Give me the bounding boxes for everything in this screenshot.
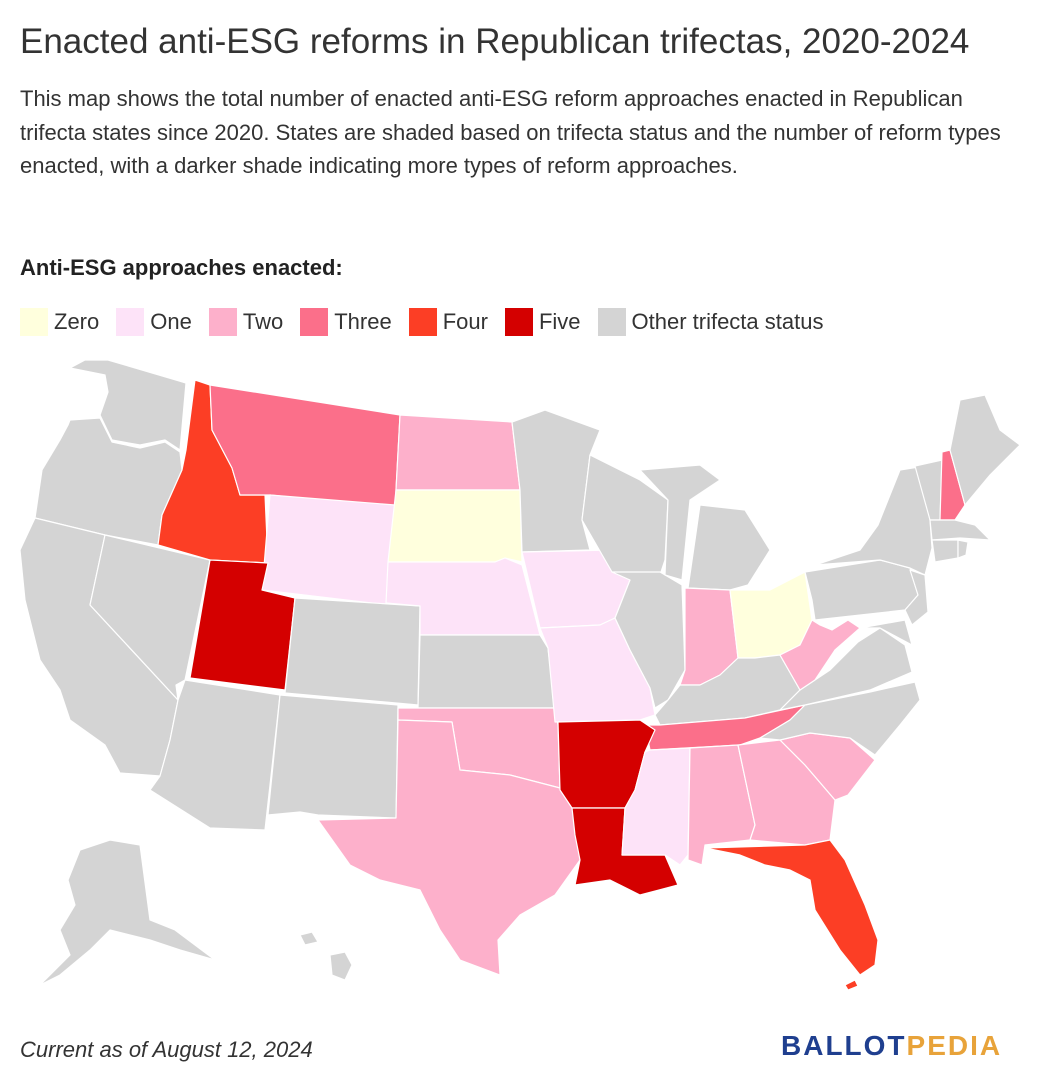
- state-rhode-island[interactable]: [957, 539, 969, 559]
- state-new-jersey[interactable]: [904, 569, 929, 626]
- state-wyoming[interactable]: [261, 494, 396, 606]
- map-description: This map shows the total number of enact…: [20, 86, 1001, 178]
- state-washington[interactable]: [69, 359, 187, 451]
- legend-swatch-other: [597, 308, 626, 336]
- legend-item-five: Five: [504, 308, 581, 336]
- state-colorado[interactable]: [284, 597, 421, 706]
- logo-part-ballot: BALLOT: [781, 1030, 907, 1061]
- legend-swatch-one: [116, 308, 145, 336]
- legend-label-other: Other trifecta status: [631, 309, 824, 334]
- legend-title: Anti-ESG approaches enacted:: [20, 255, 343, 280]
- legend-item-zero: Zero: [20, 308, 99, 336]
- ballotpedia-logo: BALLOTPEDIA: [781, 1030, 1002, 1062]
- state-wisconsin[interactable]: [581, 454, 669, 576]
- state-new-hampshire[interactable]: [939, 449, 966, 521]
- legend-swatch-two: [208, 308, 237, 336]
- legend-item-four: Four: [408, 308, 488, 336]
- legend-label-two: Two: [242, 309, 284, 334]
- state-maryland[interactable]: [859, 619, 913, 646]
- state-connecticut[interactable]: [931, 539, 959, 563]
- state-alaska[interactable]: [39, 839, 216, 986]
- legend-item-other: Other trifecta status: [597, 308, 824, 336]
- state-new-york[interactable]: [814, 465, 933, 576]
- state-texas[interactable]: [317, 719, 581, 976]
- state-hawaii[interactable]: [329, 951, 353, 981]
- legend: Zero One Two Three Four Five Other trife…: [20, 308, 840, 336]
- legend-label-three: Three: [334, 309, 392, 334]
- legend-swatch-three: [300, 308, 329, 336]
- logo-part-pedia: PEDIA: [906, 1030, 1003, 1061]
- state-michigan-lower[interactable]: [687, 504, 771, 591]
- us-map: [19, 359, 1021, 991]
- state-west-virginia[interactable]: [779, 619, 861, 691]
- state-missouri[interactable]: [539, 617, 656, 723]
- state-south-dakota[interactable]: [387, 489, 523, 563]
- state-montana[interactable]: [209, 384, 401, 509]
- state-illinois[interactable]: [611, 571, 686, 709]
- legend-item-three: Three: [300, 308, 392, 336]
- legend-swatch-four: [408, 308, 437, 336]
- state-north-carolina[interactable]: [759, 681, 921, 756]
- legend-label-five: Five: [538, 309, 581, 334]
- legend-label-four: Four: [442, 309, 488, 334]
- state-michigan[interactable]: [639, 464, 721, 581]
- state-maine[interactable]: [949, 394, 1021, 506]
- legend-swatch-zero: [20, 308, 48, 336]
- state-hawaii-islands[interactable]: [299, 931, 319, 946]
- state-north-dakota[interactable]: [395, 414, 521, 491]
- state-kansas[interactable]: [417, 634, 556, 709]
- legend-label-one: One: [150, 309, 192, 334]
- legend-swatch-five: [504, 308, 533, 336]
- current-as-of-note: Current as of August 12, 2024: [20, 1037, 313, 1062]
- legend-item-one: One: [116, 308, 192, 336]
- map-title: Enacted anti-ESG reforms in Republican t…: [20, 22, 970, 61]
- state-new-mexico[interactable]: [267, 694, 399, 819]
- legend-item-two: Two: [208, 308, 284, 336]
- state-massachusetts[interactable]: [929, 519, 991, 541]
- state-pennsylvania[interactable]: [804, 559, 919, 621]
- legend-label-zero: Zero: [54, 309, 100, 334]
- state-florida[interactable]: [704, 839, 879, 976]
- state-florida-keys[interactable]: [844, 979, 859, 991]
